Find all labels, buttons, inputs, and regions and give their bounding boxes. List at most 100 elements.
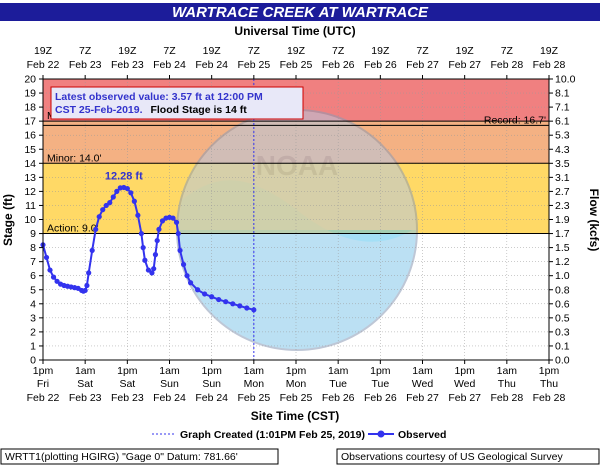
utc-tick-date-7: Feb 26 — [322, 59, 355, 71]
flow-tick-9: 1.7 — [555, 228, 570, 240]
cst-tick-date-8: Feb 26 — [364, 392, 397, 404]
observed-series — [40, 184, 257, 313]
flow-tick-7: 1.2 — [555, 256, 570, 268]
utc-tick-time-7: 7Z — [332, 45, 345, 57]
footer-left-box — [0, 448, 279, 465]
cst-tick-date-1: Feb 23 — [69, 392, 102, 404]
utc-tick-time-9: 7Z — [416, 45, 429, 57]
stage-tick-19: 19 — [24, 88, 36, 100]
threshold-label-record: Record: 16.7' — [484, 114, 546, 126]
cst-tick-time-11: 1am — [497, 365, 518, 377]
series-point-44 — [175, 230, 181, 237]
series-point-34 — [149, 270, 155, 276]
flow-tick-15: 4.3 — [555, 144, 570, 156]
cst-tick-day-6: Mon — [286, 378, 307, 390]
footer-left-text: WRTT1(plotting HGIRG) "Gage 0" Datum: 78… — [5, 451, 238, 463]
footer-right-text: Observations courtesy of US Geological S… — [341, 451, 564, 463]
cst-tick-date-7: Feb 26 — [322, 392, 355, 404]
flow-tick-0: 0.0 — [555, 355, 570, 367]
utc-tick-date-6: Feb 25 — [280, 59, 313, 71]
svg-text:NOAA: NOAA — [256, 150, 338, 181]
flow-tick-6: 1.0 — [555, 270, 570, 282]
flow-tick-17: 6.1 — [555, 116, 570, 128]
series-point-1 — [43, 254, 50, 261]
cst-tick-time-2: 1pm — [117, 365, 138, 377]
cst-tick-date-4: Feb 24 — [195, 392, 228, 404]
series-point-20 — [103, 202, 109, 209]
cst-tick-day-2: Sat — [119, 378, 135, 390]
utc-tick-date-3: Feb 24 — [153, 59, 186, 71]
utc-tick-time-2: 19Z — [118, 45, 137, 57]
series-point-52 — [216, 296, 222, 303]
series-point-55 — [237, 303, 243, 309]
series-point-37 — [154, 237, 160, 244]
stage-tick-6: 6 — [30, 270, 36, 282]
cst-tick-day-11: Thu — [498, 378, 516, 390]
cst-tick-day-8: Tue — [371, 378, 389, 390]
utc-tick-date-2: Feb 23 — [111, 59, 144, 71]
cst-tick-date-9: Feb 27 — [406, 392, 439, 404]
stage-tick-17: 17 — [24, 116, 36, 128]
stage-tick-18: 18 — [24, 102, 36, 114]
utc-tick-time-12: 19Z — [540, 45, 559, 57]
flow-tick-19: 8.1 — [555, 88, 570, 100]
cst-tick-date-11: Feb 28 — [490, 392, 523, 404]
cst-tick-time-7: 1am — [328, 365, 349, 377]
legend-observed-marker — [377, 430, 385, 438]
cst-tick-time-5: 1am — [244, 365, 265, 377]
series-point-3 — [50, 274, 57, 280]
peak-label: 12.28 ft — [105, 170, 143, 182]
stage-tick-16: 16 — [24, 130, 36, 142]
utc-tick-time-4: 19Z — [203, 45, 222, 57]
cst-tick-time-6: 1pm — [286, 365, 307, 377]
left-axis-title: Stage (ft) — [1, 194, 15, 246]
series-point-22 — [110, 194, 116, 200]
noaa-watermark: NOAA — [176, 109, 418, 351]
cst-tick-time-8: 1pm — [370, 365, 391, 377]
stage-tick-4: 4 — [30, 298, 36, 310]
utc-tick-date-10: Feb 27 — [448, 59, 481, 71]
series-point-30 — [138, 230, 144, 237]
series-point-31 — [140, 245, 146, 251]
cst-tick-date-2: Feb 23 — [111, 392, 144, 404]
threshold-label-action: Action: 9.0' — [47, 223, 99, 235]
stage-tick-10: 10 — [24, 214, 36, 226]
info-line-2b: Flood Stage is 14 ft — [150, 104, 247, 116]
series-point-51 — [209, 294, 215, 300]
cst-tick-day-1: Sat — [77, 378, 93, 390]
series-point-33 — [145, 267, 152, 273]
cst-tick-date-10: Feb 27 — [448, 392, 481, 404]
series-point-56 — [244, 305, 250, 311]
series-point-15 — [86, 270, 92, 276]
cst-tick-time-3: 1am — [159, 365, 180, 377]
cst-tick-time-12: 1pm — [539, 365, 560, 377]
utc-tick-time-11: 7Z — [501, 45, 514, 57]
cst-tick-day-5: Mon — [244, 378, 265, 390]
stage-tick-13: 13 — [24, 172, 36, 184]
series-point-45 — [177, 247, 183, 254]
utc-tick-date-11: Feb 28 — [490, 59, 523, 71]
stage-tick-8: 8 — [30, 242, 36, 254]
cst-tick-day-9: Wed — [412, 378, 434, 390]
cst-tick-day-4: Sun — [202, 378, 221, 390]
flow-tick-11: 2.3 — [555, 200, 570, 212]
utc-tick-time-3: 7Z — [163, 45, 176, 57]
series-point-48 — [187, 280, 194, 286]
series-point-29 — [135, 212, 141, 218]
flow-tick-4: 0.6 — [555, 298, 570, 310]
top-axis-title: Universal Time (UTC) — [234, 24, 355, 38]
info-line-2a: CST 25-Feb-2019. — [55, 104, 143, 116]
cst-tick-date-6: Feb 25 — [280, 392, 313, 404]
cst-tick-date-0: Feb 22 — [27, 392, 60, 404]
right-axis-title: Flow (kcfs) — [587, 189, 600, 252]
utc-tick-time-6: 19Z — [287, 45, 306, 57]
cst-tick-date-3: Feb 24 — [153, 392, 186, 404]
series-point-13 — [82, 287, 88, 294]
series-point-17 — [93, 226, 99, 232]
utc-tick-time-5: 7Z — [248, 45, 261, 57]
flow-tick-8: 1.5 — [555, 242, 570, 254]
stage-tick-1: 1 — [30, 340, 36, 352]
utc-tick-time-1: 7Z — [79, 45, 92, 57]
utc-tick-date-5: Feb 25 — [237, 59, 270, 71]
